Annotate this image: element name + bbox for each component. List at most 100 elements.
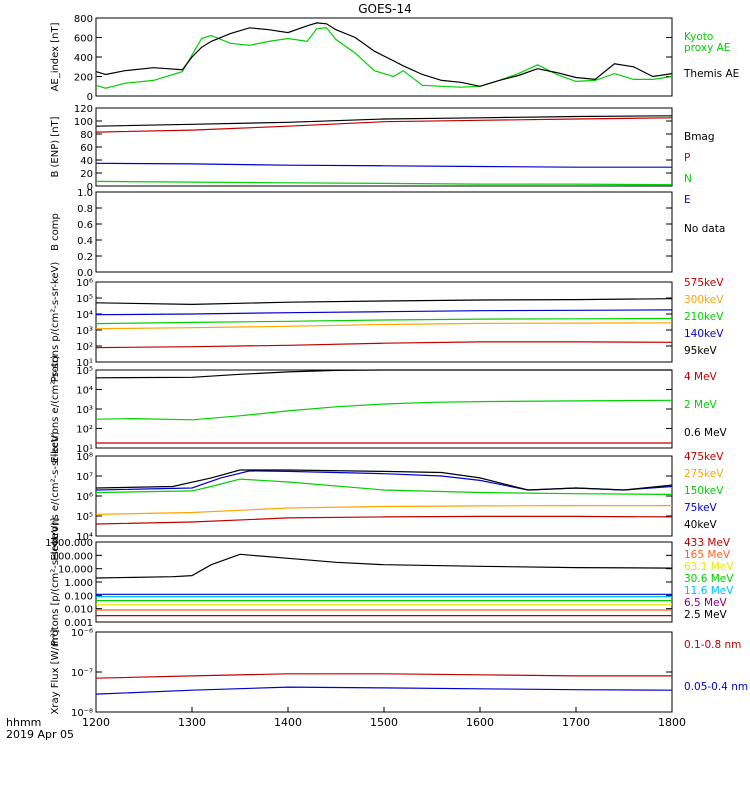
series-line-4	[95, 309, 673, 316]
legend-label: 40keV	[684, 519, 718, 531]
panel-frame	[95, 17, 673, 97]
series-line-3	[95, 478, 673, 495]
x-tick-label: 1500	[370, 716, 398, 729]
y-tick-label: 1.000	[64, 578, 93, 589]
panel-5: 10¹ 10² 10³ 10⁴ 10⁵ Electrons e/(cm²-s-sr) 4 M…	[50, 355, 728, 463]
y-tick-label: 10¹	[76, 358, 93, 369]
y-tick-label: 60	[80, 143, 93, 154]
y-tick-label: 10⁻⁷	[71, 668, 93, 679]
legend-label: 210keV	[684, 311, 724, 323]
y-tick-label: 80	[80, 130, 93, 141]
legend-label: 11.6 MeV	[684, 585, 734, 597]
legend-label: No data	[684, 223, 725, 235]
y-tick-label: 0	[87, 92, 93, 103]
legend-label: 0.05-0.4 nm	[684, 681, 748, 693]
y-tick-label: 0	[87, 182, 93, 193]
y-tick-label: 10⁶	[76, 278, 93, 289]
legend-label: 4 MeV	[684, 371, 718, 383]
y-tick-label: 20	[80, 169, 93, 180]
panel-frame	[95, 281, 673, 363]
series-line-3	[95, 180, 673, 186]
series-line-4	[95, 162, 672, 168]
y-tick-label: 10⁵	[76, 512, 93, 523]
legend-label: E	[684, 194, 691, 206]
y-tick-label: 10²	[76, 342, 93, 353]
legend-label: 95keV	[684, 345, 718, 357]
y-tick-label: 400	[74, 53, 93, 64]
y-tick-label: 40	[80, 156, 93, 167]
y-tick-label: 10³	[76, 405, 93, 416]
panel-8: 10⁻⁸ 10⁻⁷ 10⁻⁶ Xray Flux [W/m²] 0.1-0.8 nm 0.…	[50, 628, 748, 719]
y-tick-label: 0.2	[77, 252, 93, 263]
y-axis-label: Protons [p/(cm²-s-sr-keV)]	[50, 518, 61, 646]
legend-label: 275keV	[684, 468, 724, 480]
y-tick-label: 0.010	[64, 605, 93, 616]
y-axis-label: B comp	[50, 213, 61, 251]
legend-label: 6.5 MeV	[684, 597, 728, 609]
y-axis-label: B (ENP) [nT]	[50, 116, 61, 177]
legend-label: 75keV	[684, 502, 718, 514]
footer-date-label: 2019 Apr 05	[6, 728, 74, 741]
y-tick-label: 100.000	[52, 551, 93, 562]
x-tick-label: 1600	[466, 716, 494, 729]
y-tick-label: 10⁵	[76, 366, 93, 377]
panel-frame	[95, 369, 673, 449]
y-tick-label: 10⁻⁸	[71, 708, 93, 719]
plot-title: GOES-14	[358, 2, 412, 16]
panel-frame	[95, 191, 673, 273]
legend-label: 433 MeV	[684, 537, 731, 549]
legend-label: Themis AE	[683, 68, 739, 80]
y-tick-label: 120	[74, 104, 93, 115]
series-line-2	[95, 686, 673, 695]
y-tick-label: 1000.000	[45, 538, 93, 549]
y-tick-label: 100	[74, 117, 93, 128]
legend-label: proxy AE	[684, 42, 730, 54]
y-tick-label: 10⁶	[76, 492, 93, 503]
legend-label: 0.1-0.8 nm	[684, 639, 741, 651]
series-line-1	[95, 673, 672, 679]
panel-frame	[95, 631, 673, 713]
legend-label: 150keV	[684, 485, 724, 497]
series-line-3	[95, 317, 673, 325]
y-axis-label: Electrons e/(cm²-s-sr-keV)	[50, 431, 61, 560]
legend-label: P	[684, 152, 690, 164]
x-tick-label: 1400	[274, 716, 302, 729]
y-tick-label: 10¹	[76, 444, 93, 455]
y-tick-label: 0.001	[64, 618, 93, 629]
legend-label: 475keV	[684, 451, 724, 463]
y-tick-label: 200	[74, 73, 93, 84]
legend-label: 30.6 MeV	[684, 573, 734, 585]
panel-frame	[95, 107, 673, 187]
y-tick-label: 10⁻⁶	[71, 628, 93, 639]
y-axis-label: AE_index [nT]	[50, 22, 61, 91]
x-tick-label: 1800	[658, 716, 686, 729]
y-tick-label: 10⁴	[76, 532, 93, 543]
x-tick-label: 1200	[82, 716, 110, 729]
y-tick-label: 10³	[76, 326, 93, 337]
panel-4: 10¹ 10² 10³ 10⁴ 10⁵ 10⁶ Protons p/(cm²-s-sr-ke…	[50, 262, 724, 383]
y-tick-label: 10⁵	[76, 294, 93, 305]
series-line-7	[95, 553, 673, 579]
series-line-5	[95, 469, 673, 491]
legend-label: 140keV	[684, 328, 724, 340]
series-line-5	[95, 298, 673, 306]
legend-label: N	[684, 173, 692, 185]
y-tick-label: 10⁴	[76, 386, 93, 397]
series-line-4	[95, 470, 673, 491]
panel-7: 0.001 0.010 0.100 1.000 10.000 100.000 1000.00…	[45, 518, 734, 646]
y-tick-label: 10²	[76, 425, 93, 436]
series-line-2	[95, 399, 673, 421]
series-line-2	[95, 22, 673, 87]
panel-2: 0 20 40 60 80 100 120 B (ENP) [nT] Bmag PNE	[50, 104, 715, 206]
y-tick-label: 10.000	[58, 565, 93, 576]
footer-time-label: hhmm	[6, 716, 41, 729]
y-tick-label: 600	[74, 34, 93, 45]
series-line-3	[95, 369, 672, 379]
series-line-1	[95, 115, 673, 127]
x-axis: 1200 1300 1400 1500 1600 1700 1800	[82, 707, 686, 729]
y-tick-label: 10⁷	[76, 472, 93, 483]
legend-label: 300keV	[684, 294, 724, 306]
